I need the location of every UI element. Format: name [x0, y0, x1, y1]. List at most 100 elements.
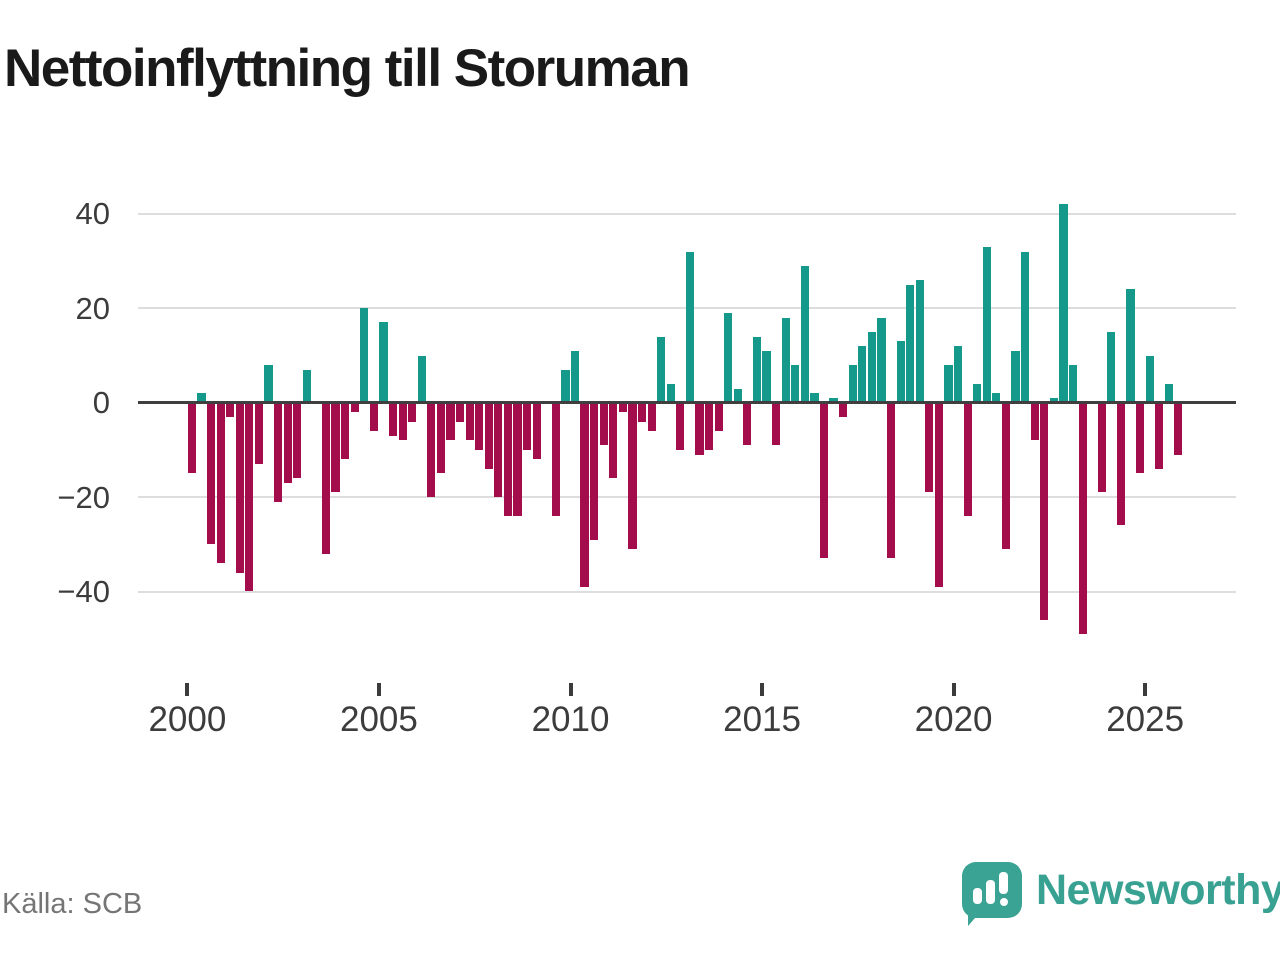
x-axis-tick-label: 2015: [723, 700, 801, 739]
data-bar: [1164, 383, 1173, 403]
data-bar: [245, 402, 254, 592]
data-bar: [206, 402, 216, 545]
data-bar: [341, 402, 350, 460]
data-bar: [695, 402, 704, 455]
data-bar: [197, 393, 206, 403]
data-bar: [446, 402, 455, 441]
data-bar: [925, 402, 934, 493]
data-bar: [954, 346, 963, 403]
x-axis-tick-label: 2000: [148, 700, 227, 739]
data-bar: [1135, 402, 1145, 474]
data-bar: [254, 402, 264, 465]
data-bar: [532, 402, 541, 460]
data-bar: [829, 397, 838, 403]
data-bar: [264, 364, 273, 403]
y-axis-tick-label: 40: [75, 196, 110, 232]
data-bar: [455, 402, 465, 422]
data-bar: [1116, 402, 1125, 526]
data-bar: [867, 331, 876, 403]
data-bar: [1078, 402, 1087, 634]
data-bar: [570, 350, 580, 403]
data-bar: [704, 402, 714, 450]
data-bar: [647, 402, 656, 431]
data-bar: [963, 402, 972, 516]
y-axis-tick-label: −20: [57, 479, 110, 515]
data-bar: [283, 402, 292, 483]
data-bar: [810, 393, 819, 403]
data-bar: [819, 402, 829, 559]
data-bar: [1107, 331, 1116, 403]
data-bar: [877, 317, 886, 403]
data-bar: [417, 355, 426, 403]
x-axis-tick: [951, 683, 956, 696]
data-bar: [1030, 402, 1039, 441]
data-bar: [733, 388, 742, 403]
y-axis-tick-label: 0: [92, 385, 110, 421]
data-bar: [791, 364, 800, 403]
data-bar: [484, 402, 493, 469]
data-bar: [561, 369, 570, 403]
newsworthy-logo: Newsworthy: [962, 862, 1280, 928]
data-bar: [896, 341, 905, 403]
data-bar: [273, 402, 283, 502]
data-bar: [724, 313, 733, 403]
speech-bubble-tail: [968, 910, 986, 926]
data-bar: [1059, 204, 1068, 403]
x-axis-tick: [568, 683, 573, 696]
data-bar: [637, 402, 647, 422]
source-text: Källa: SCB: [2, 888, 143, 920]
data-bar: [886, 402, 896, 559]
data-bar: [551, 402, 560, 516]
data-bar: [369, 402, 378, 431]
data-bar: [388, 402, 398, 436]
data-bar: [848, 364, 857, 403]
data-bar: [494, 402, 503, 498]
data-bar: [915, 279, 924, 403]
data-bar: [934, 402, 944, 587]
data-bar: [1040, 402, 1049, 620]
x-axis-tick-label: 2005: [340, 700, 418, 739]
data-bar: [427, 402, 436, 498]
x-axis-tick-label: 2025: [1106, 700, 1185, 739]
data-bar: [752, 336, 762, 403]
chart-title: Nettoinflyttning till Storuman: [4, 39, 691, 98]
x-axis-tick: [185, 683, 190, 696]
data-bar: [513, 402, 522, 516]
zero-axis-line: [138, 401, 1236, 405]
x-axis-tick-label: 2010: [531, 700, 610, 739]
data-bar: [1049, 397, 1058, 403]
data-bar: [618, 402, 627, 413]
data-bar: [235, 402, 244, 573]
data-bar: [992, 393, 1001, 403]
data-bar: [398, 402, 407, 441]
x-axis-tick: [1143, 683, 1148, 696]
data-bar: [350, 402, 359, 413]
data-bar: [982, 246, 991, 403]
data-bar: [657, 336, 666, 403]
x-axis-tick-label: 2020: [914, 700, 993, 739]
brand-name: Newsworthy: [1036, 866, 1280, 914]
data-bar: [379, 322, 388, 403]
data-bar: [628, 402, 637, 549]
data-bar: [1021, 251, 1030, 403]
data-bar: [1001, 402, 1011, 549]
data-bar: [772, 402, 781, 446]
data-bar: [503, 402, 513, 516]
data-bar: [580, 402, 589, 587]
data-bar: [858, 346, 867, 403]
data-bar: [475, 402, 484, 450]
data-bar: [800, 265, 809, 403]
gridline: [138, 590, 1236, 593]
x-axis-tick: [376, 683, 381, 696]
data-bar: [187, 402, 196, 474]
data-bar: [839, 402, 848, 417]
data-bar: [1174, 402, 1183, 455]
data-bar: [973, 383, 982, 403]
y-axis-tick-label: −40: [57, 574, 110, 609]
data-bar: [331, 402, 340, 493]
data-bar: [944, 364, 953, 403]
data-bar: [302, 369, 311, 403]
gridline: [138, 212, 1236, 215]
y-axis-tick-label: 20: [75, 290, 110, 326]
data-bar: [906, 284, 915, 403]
